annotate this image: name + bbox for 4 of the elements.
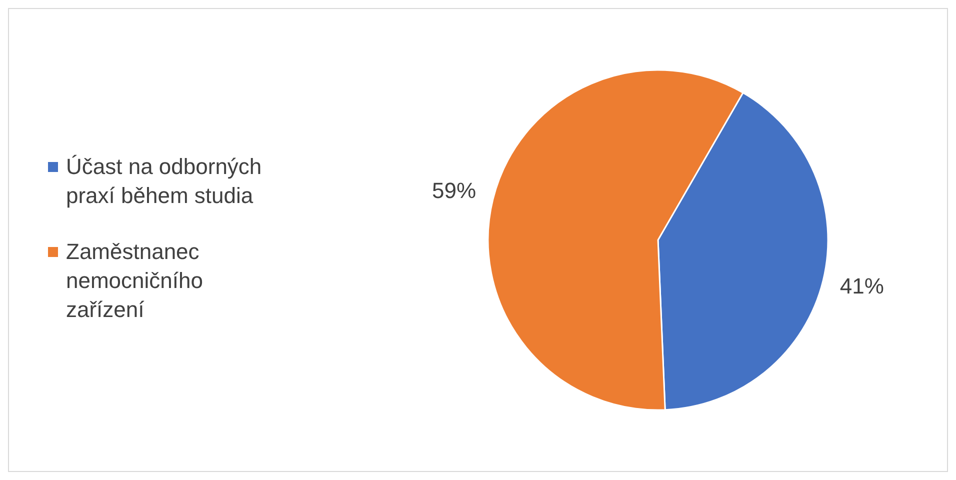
legend-label: Účast na odborných praxí během studia — [66, 154, 262, 208]
legend-label: Zaměstnanec nemocničního zařízení — [66, 238, 203, 322]
data-label: 59% — [432, 178, 476, 204]
data-label: 41% — [840, 274, 884, 299]
